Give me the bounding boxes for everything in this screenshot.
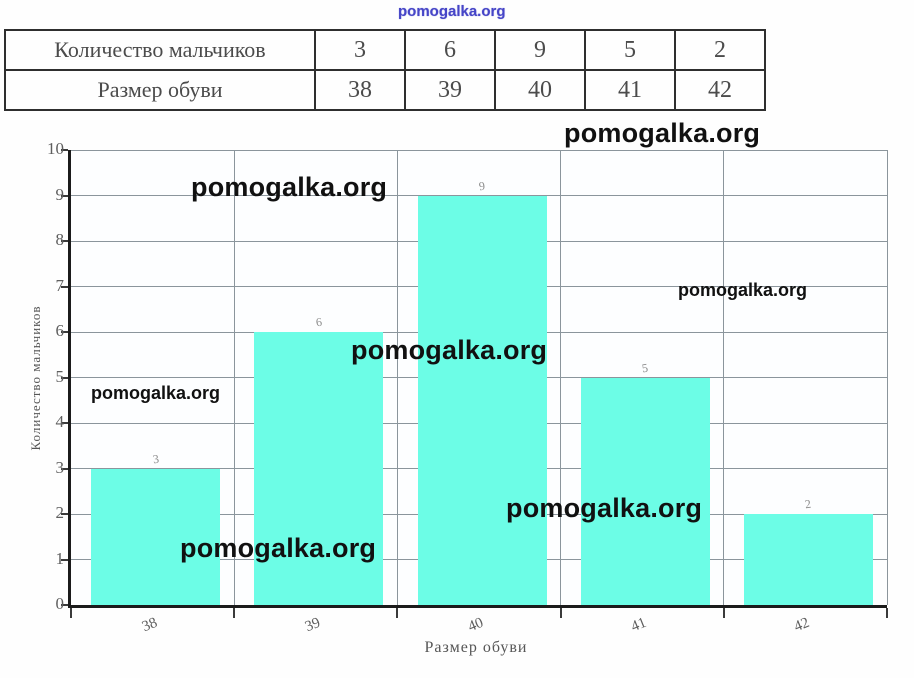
y-tick-label: 7 [55,275,65,295]
v-gridline [233,150,235,605]
y-tick-mark [61,422,68,424]
bar-value-label: 5 [641,360,650,375]
bar-40 [417,195,547,605]
y-tick-label: 6 [55,321,65,340]
site-watermark-top: pomogalka.org [398,3,506,20]
watermark: pomogalka.org [506,493,703,523]
bar-value-label: 9 [477,178,486,193]
bar-chart-plot-area: 0 1 2 3 4 5 6 7 8 9 10 3 38 6 39 9 40 5 41 2 42 [47,139,888,635]
x-axis-title: Размер обуви [424,639,528,656]
bar-38 [91,468,221,605]
x-tick-mark [886,608,888,618]
v-gridline [886,150,888,605]
x-tick-label: 38 [139,614,160,636]
watermark: pomogalka.org [191,172,388,202]
x-tick-mark [70,608,72,618]
x-tick-mark [233,608,236,618]
y-tick-mark [61,194,68,197]
x-tick-label: 39 [302,614,323,636]
y-tick-mark [61,376,68,379]
x-tick-label: 41 [629,614,649,636]
x-tick-mark [396,608,399,618]
y-tick-label: 2 [55,503,65,522]
table-cell: 3 [314,29,406,71]
y-tick-mark [61,558,68,561]
watermark: pomogalka.org [564,118,761,148]
bar-value-label: 3 [151,451,160,466]
x-tick-mark [559,608,562,618]
bar-value-label: 2 [804,496,813,512]
y-tick-mark [61,467,68,470]
x-tick-label: 40 [465,614,486,636]
table-row-label: Количество мальчиков [4,29,316,71]
y-tick-mark [61,331,68,333]
y-axis-title: Количество мальчиков [28,305,43,451]
y-tick-label: 8 [55,230,65,249]
table-row: Количество мальчиков 3 6 9 5 2 [4,29,766,71]
v-gridline [723,150,725,605]
table-cell: 9 [494,29,586,71]
data-table: Количество мальчиков 3 6 9 5 2 Размер об… [4,29,766,111]
x-tick-label: 42 [792,614,813,636]
table-cell: 38 [314,69,406,111]
table-cell: 2 [674,29,766,71]
v-gridline [396,150,398,605]
table-row: Размер обуви 38 39 40 41 42 [4,69,766,111]
y-tick-mark [61,240,68,242]
table-cell: 39 [404,69,496,111]
watermark: pomogalka.org [180,533,377,563]
y-tick-label: 10 [47,139,64,158]
y-tick-mark [61,149,68,151]
table-cell: 42 [674,69,766,111]
y-tick-mark [61,285,68,288]
bar-39 [254,332,384,605]
y-tick-label: 0 [55,594,65,613]
x-tick-mark [722,608,725,618]
y-tick-label: 5 [55,366,65,386]
y-tick-label: 4 [55,412,65,431]
table-cell: 41 [584,69,676,111]
y-tick-mark [61,604,68,606]
v-gridline [560,150,562,605]
bar-41 [580,377,710,605]
y-tick-label: 9 [55,184,65,204]
y-tick-label: 3 [55,457,65,477]
table-row-label: Размер обуви [4,69,316,111]
y-tick-mark [61,513,68,515]
table-cell: 5 [584,29,676,71]
y-tick-label: 1 [55,548,65,568]
watermark: pomogalka.org [351,335,548,365]
table-cell: 6 [404,29,496,71]
bar-42 [743,514,873,605]
h-gridline [71,149,887,151]
watermark: pomogalka.org [678,280,808,300]
table-cell: 40 [494,69,586,111]
watermark: pomogalka.org [91,383,221,403]
bar-value-label: 6 [314,314,323,330]
